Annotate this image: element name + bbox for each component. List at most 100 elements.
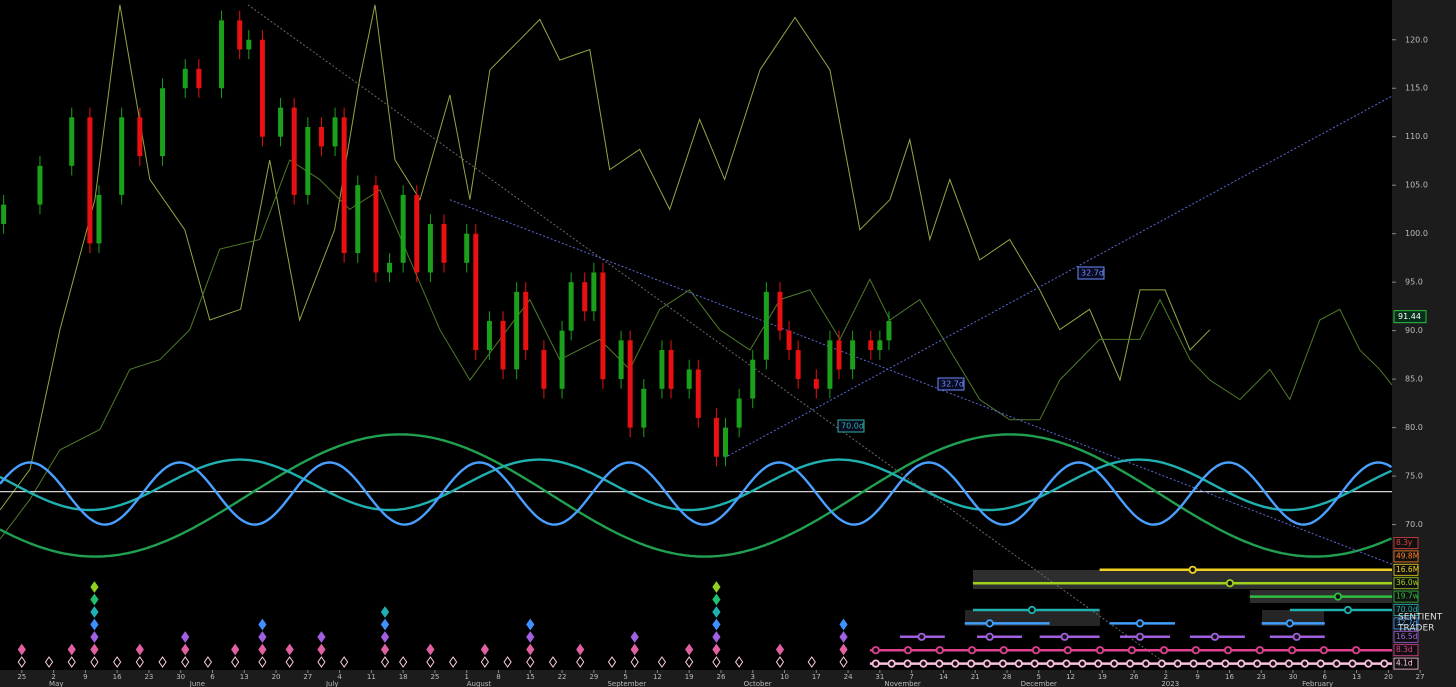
cycle-marker: [917, 632, 926, 641]
cycle-label-box: [1393, 563, 1419, 576]
candle-body: [246, 39, 252, 50]
month-label: December: [1021, 680, 1057, 687]
trough-diamond: [480, 656, 489, 668]
x-tick-label: 14: [939, 673, 948, 681]
candle-body: [427, 223, 433, 273]
candle-body: [713, 417, 719, 457]
cycle-marker: [1094, 659, 1103, 668]
candle-body: [318, 127, 324, 147]
candle-body: [659, 350, 665, 389]
trough-diamond: [630, 656, 639, 668]
trough-diamond: [67, 656, 76, 668]
cycle-marker: [1300, 659, 1309, 668]
cycle-marker: [1135, 619, 1145, 628]
x-tick-label: 4: [337, 673, 342, 681]
trough-diamond: [448, 656, 458, 668]
y-tick-label: 85.0: [1405, 375, 1423, 384]
cycle-marker: [1343, 605, 1353, 615]
cycle-marker: [1135, 632, 1145, 641]
x-tick-label: 10: [780, 673, 789, 681]
candle-body: [641, 388, 647, 428]
x-tick-label: 27: [303, 673, 312, 681]
cycle-marker: [1292, 632, 1301, 641]
month-label: July: [325, 680, 339, 687]
trough-diamond: [503, 656, 512, 668]
y-tick-label: 100.0: [1405, 229, 1428, 238]
cycle-marker: [1268, 659, 1278, 668]
cycle-marker: [1127, 646, 1136, 655]
trendline: [724, 95, 1393, 459]
overlay-line: [0, 4, 1211, 511]
candle-body: [373, 185, 379, 273]
candle-body: [877, 340, 883, 351]
trough-diamond: [526, 618, 535, 631]
cycle-marker: [1316, 659, 1325, 668]
trough-diamond: [258, 631, 267, 643]
trough-diamond: [17, 656, 26, 668]
x-tick-label: 12: [653, 673, 662, 681]
cycle-label: 19.7w: [1396, 592, 1419, 601]
cycle-marker: [1031, 646, 1041, 655]
cycle-marker: [871, 659, 880, 668]
month-label: November: [884, 680, 921, 687]
candle-body: [486, 320, 492, 351]
trough-diamond: [712, 618, 721, 631]
annotation-box: [1077, 266, 1105, 280]
cycle-marker: [982, 659, 992, 668]
x-tick-label: 22: [558, 673, 567, 681]
candle-body: [291, 107, 297, 195]
candle-body: [868, 340, 874, 351]
trough-diamond: [775, 656, 785, 668]
candle-body: [219, 20, 225, 89]
x-tick-label: 16: [1225, 673, 1234, 681]
trough-diamond: [657, 656, 667, 668]
cycle-label-box: [1393, 577, 1419, 590]
cycle-marker: [1380, 659, 1389, 668]
candle-body: [387, 262, 393, 273]
candle-body: [441, 223, 447, 263]
month-label: October: [744, 680, 772, 687]
trough-diamond: [399, 656, 408, 668]
cycle-marker: [1285, 619, 1294, 628]
cycle-label-box: [1393, 617, 1419, 630]
cycle-marker: [1332, 659, 1341, 668]
trendline: [247, 4, 1161, 660]
x-tick-label: 9: [83, 673, 87, 681]
x-tick-label: 27: [1416, 673, 1425, 681]
trough-diamond: [67, 643, 76, 656]
cycle-label-box: [1393, 644, 1419, 657]
candle-body: [600, 272, 606, 380]
trough-diamond: [526, 656, 535, 668]
cycle-marker: [1288, 646, 1297, 655]
candle-body: [559, 330, 565, 389]
y-tick-label: 70.0: [1405, 520, 1423, 529]
candle-body: [87, 117, 93, 244]
cycle-label-box: [1393, 590, 1419, 603]
candle-body: [464, 233, 470, 263]
panel-box: [1262, 610, 1324, 626]
trough-diamond: [735, 656, 744, 668]
cycle-marker: [1125, 659, 1135, 668]
trough-diamond: [90, 656, 99, 668]
trough-diamond: [203, 656, 213, 668]
annotation-box: [837, 419, 865, 433]
cycle-wave: [0, 458, 1392, 512]
trough-diamond: [526, 631, 535, 643]
candle-body: [850, 340, 856, 370]
trough-diamond: [317, 631, 326, 643]
cycle-label: 70.0d: [1396, 605, 1418, 614]
y-tick-label: 95.0: [1405, 278, 1423, 287]
x-tick-label: 6: [1323, 673, 1328, 681]
trough-diamond: [712, 581, 721, 593]
annotation: 32.7d: [941, 380, 964, 389]
trough-diamond: [90, 581, 99, 593]
trough-diamond: [380, 643, 390, 656]
trough-diamond: [181, 643, 190, 656]
candle-body: [568, 282, 574, 331]
trough-diamond: [317, 656, 326, 668]
annotation-box: [937, 377, 965, 391]
x-tick-label: 11: [367, 673, 376, 681]
cycle-label: 8.3d: [1396, 645, 1413, 654]
time-axis: [0, 670, 1392, 687]
x-tick-label: 24: [844, 673, 853, 681]
